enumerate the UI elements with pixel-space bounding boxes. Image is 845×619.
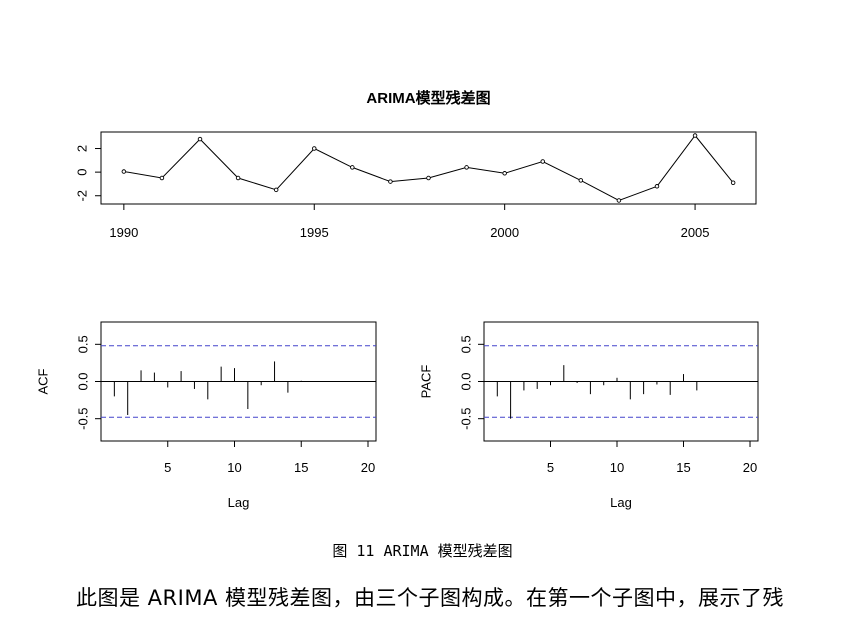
x-tick-label: 1990 [109, 225, 138, 240]
y-tick-label: 0.5 [459, 335, 474, 353]
residual-point [616, 198, 622, 203]
residual-point [654, 184, 660, 189]
y-tick-label: 0.0 [76, 372, 91, 390]
x-tick-label: 20 [743, 460, 757, 475]
residual-point [578, 178, 584, 183]
residual-point [350, 165, 355, 170]
x-tick-label: 2005 [681, 225, 710, 240]
residual-point [312, 146, 317, 151]
pacf-y-axis-label: PACF [419, 365, 434, 399]
residual-point [121, 169, 127, 174]
residual-point [730, 180, 736, 186]
x-tick-label: 1995 [300, 225, 329, 240]
residual-point [502, 171, 507, 176]
y-tick-label: -0.5 [459, 407, 474, 429]
y-tick-label: 0.5 [76, 335, 91, 353]
y-tick-label: 0 [75, 169, 90, 176]
y-tick-label: 2 [75, 145, 90, 152]
residual-point [273, 187, 279, 193]
residual-point [235, 175, 241, 181]
x-tick-label: 20 [361, 460, 375, 475]
residual-point [388, 179, 393, 184]
x-tick-label: 15 [676, 460, 690, 475]
residual-point [692, 133, 698, 138]
x-tick-label: 10 [610, 460, 624, 475]
figure: ARIMA模型残差图 1990 1995 2000 2005 -2 0 2 5 10 15 20 -0.… [36, 89, 759, 510]
x-tick-label: 5 [547, 460, 554, 475]
x-tick-label: 10 [227, 460, 241, 475]
residual-point [464, 165, 469, 170]
x-tick-label: 2000 [490, 225, 519, 240]
chart-title: ARIMA模型残差图 [366, 89, 490, 107]
pacf-x-axis-label: Lag [610, 495, 632, 510]
residual-plot-frame [100, 131, 757, 205]
figure-caption: 图 11 ARIMA 模型残差图 [332, 542, 513, 560]
residual-point [197, 136, 203, 142]
acf-y-axis-label: ACF [36, 368, 51, 394]
body-paragraph: 此图是 ARIMA 模型残差图，由三个子图构成。在第一个子图中，展示了残 [76, 586, 784, 610]
residual-point [540, 159, 545, 164]
residual-point [159, 175, 165, 181]
y-tick-label: 0.0 [459, 372, 474, 390]
residual-series-line [123, 134, 734, 202]
y-tick-label: -0.5 [76, 407, 91, 429]
y-tick-label: -2 [75, 190, 90, 202]
x-tick-label: 5 [164, 460, 171, 475]
acf-x-axis-label: Lag [228, 495, 250, 510]
residual-point [426, 175, 431, 181]
x-tick-label: 15 [294, 460, 308, 475]
